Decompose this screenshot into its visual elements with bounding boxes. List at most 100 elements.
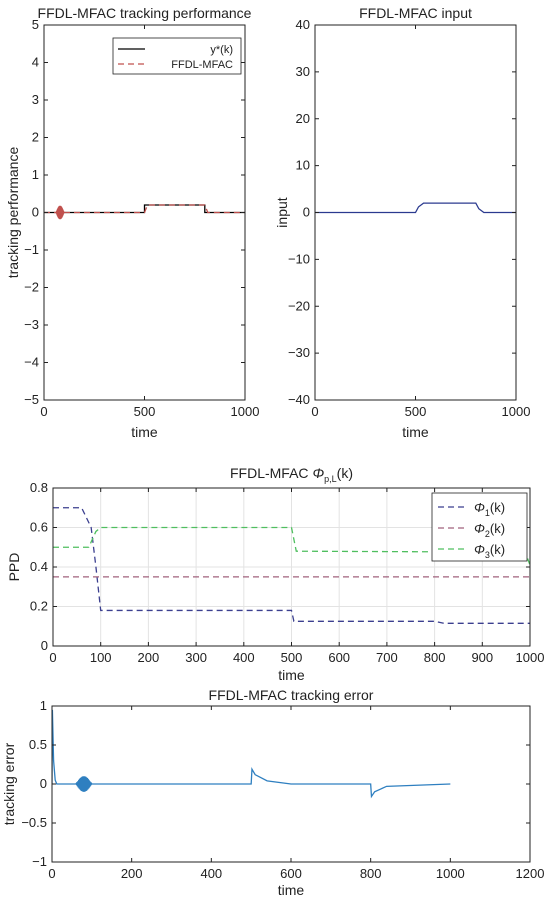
x-tick-label: 0 <box>40 404 47 419</box>
legend-tail: (k) <box>490 542 505 557</box>
x-axis-label: time <box>402 424 429 440</box>
legend-label-1: y*(k) <box>210 44 233 56</box>
x-tick-label: 1000 <box>516 650 545 665</box>
legend-tail: (k) <box>490 521 505 536</box>
y-tick-label: 0 <box>32 205 39 220</box>
y-tick-label: 3 <box>32 92 39 107</box>
x-tick-label: 300 <box>185 650 207 665</box>
legend-label-1: Φ1(k) <box>474 500 505 518</box>
x-tick-label: 1000 <box>436 866 465 881</box>
y-tick-label: −1 <box>32 854 47 869</box>
x-tick-label: 600 <box>328 650 350 665</box>
y-tick-label: 5 <box>32 17 39 32</box>
legend-label-3: Φ3(k) <box>474 542 505 560</box>
y-axis-label: tracking performance <box>5 147 21 279</box>
x-tick-label: 1200 <box>516 866 545 881</box>
legend-box <box>431 492 528 562</box>
y-tick-label: −5 <box>24 392 39 407</box>
x-tick-label: 800 <box>424 650 446 665</box>
y-tick-label: 0 <box>41 638 48 653</box>
y-tick-label: 0.6 <box>30 520 48 535</box>
y-tick-label: 4 <box>32 55 39 70</box>
plot-area <box>44 204 245 220</box>
y-tick-label: 30 <box>296 64 310 79</box>
x-tick-label: 0 <box>49 650 56 665</box>
legend-label-2: FFDL-MFAC <box>171 59 233 71</box>
plot-area <box>315 202 516 214</box>
y-axis-label: PPD <box>6 553 22 582</box>
y-tick-label: 40 <box>296 17 310 32</box>
chart-input: 0 500 1000 −40 −30 −20 −10 0 10 20 30 40 FFDL-MFAC i… <box>274 5 530 440</box>
y-axis-label: tracking error <box>1 742 17 825</box>
y-tick-label: −0.5 <box>21 815 47 830</box>
x-tick-label: 400 <box>200 866 222 881</box>
y-tick-label: −2 <box>24 280 39 295</box>
x-tick-label: 700 <box>376 650 398 665</box>
title-phi: Φ <box>312 465 324 481</box>
y-tick-label: 0 <box>40 776 47 791</box>
x-tick-label: 0 <box>48 866 55 881</box>
x-tick-label: 500 <box>405 404 427 419</box>
chart-title: FFDL-MFAC tracking error <box>209 687 374 703</box>
x-tick-label: 600 <box>280 866 302 881</box>
x-axis-label: time <box>131 424 158 440</box>
y-tick-label: −30 <box>288 345 310 360</box>
y-tick-label: 0.4 <box>30 559 48 574</box>
x-tick-label: 500 <box>281 650 303 665</box>
series-line-1 <box>52 709 451 799</box>
legend-phi: Φ <box>474 521 485 536</box>
y-tick-label: 1 <box>40 698 47 713</box>
y-tick-label: −10 <box>288 251 310 266</box>
chart-title: FFDL-MFAC Φp,L(k) <box>230 465 353 484</box>
legend-label-2: Φ2(k) <box>474 521 505 539</box>
legend-phi: Φ <box>474 500 485 515</box>
chart-ppd: 0 100 200 300 400 500 600 700 800 900 1000 0 0.2 0.4 0… <box>6 465 544 683</box>
y-axis-label: input <box>274 197 290 227</box>
series-oscillation-2 <box>55 205 65 220</box>
y-tick-label: 0.2 <box>30 599 48 614</box>
legend-subscript: 2 <box>485 529 490 539</box>
chart-error: 0 200 400 600 800 1000 1200 −1 −0.5 0 0.5 1 FFDL-MFA… <box>1 687 544 898</box>
x-tick-label: 800 <box>360 866 382 881</box>
y-tick-label: 20 <box>296 111 310 126</box>
x-tick-label: 400 <box>233 650 255 665</box>
x-tick-label: 900 <box>471 650 493 665</box>
title-main: FFDL-MFAC <box>230 465 312 481</box>
title-subscript: p,L <box>324 474 337 484</box>
series-oscillation-1 <box>75 776 93 792</box>
x-tick-label: 200 <box>121 866 143 881</box>
y-tick-label: 10 <box>296 158 310 173</box>
y-tick-label: −40 <box>288 392 310 407</box>
legend-subscript: 1 <box>485 508 490 518</box>
y-tick-label: 1 <box>32 167 39 182</box>
y-tick-label: −3 <box>24 317 39 332</box>
x-tick-label: 0 <box>311 404 318 419</box>
y-tick-label: 0.5 <box>29 737 47 752</box>
x-tick-label: 1000 <box>502 404 531 419</box>
legend-subscript: 3 <box>485 550 490 560</box>
x-axis-label: time <box>278 667 305 683</box>
legend-tail: (k) <box>490 500 505 515</box>
x-tick-label: 500 <box>134 404 156 419</box>
x-tick-label: 1000 <box>231 404 260 419</box>
y-tick-label: 0.8 <box>30 480 48 495</box>
chart-title: FFDL-MFAC tracking performance <box>38 5 252 21</box>
y-tick-label: 0 <box>303 205 310 220</box>
legend-phi: Φ <box>474 542 485 557</box>
plot-area <box>52 709 451 799</box>
chart-title: FFDL-MFAC input <box>359 5 472 21</box>
series-line-2 <box>44 204 245 214</box>
y-tick-label: 2 <box>32 130 39 145</box>
title-tail: (k) <box>337 465 353 481</box>
legend-box <box>112 37 242 75</box>
x-tick-label: 100 <box>90 650 112 665</box>
series-line-1 <box>53 507 530 624</box>
series-line-1 <box>315 202 516 214</box>
y-tick-label: −4 <box>24 355 39 370</box>
x-tick-label: 200 <box>138 650 160 665</box>
y-tick-label: −20 <box>288 298 310 313</box>
y-tick-label: −1 <box>24 242 39 257</box>
x-axis-label: time <box>278 882 305 898</box>
